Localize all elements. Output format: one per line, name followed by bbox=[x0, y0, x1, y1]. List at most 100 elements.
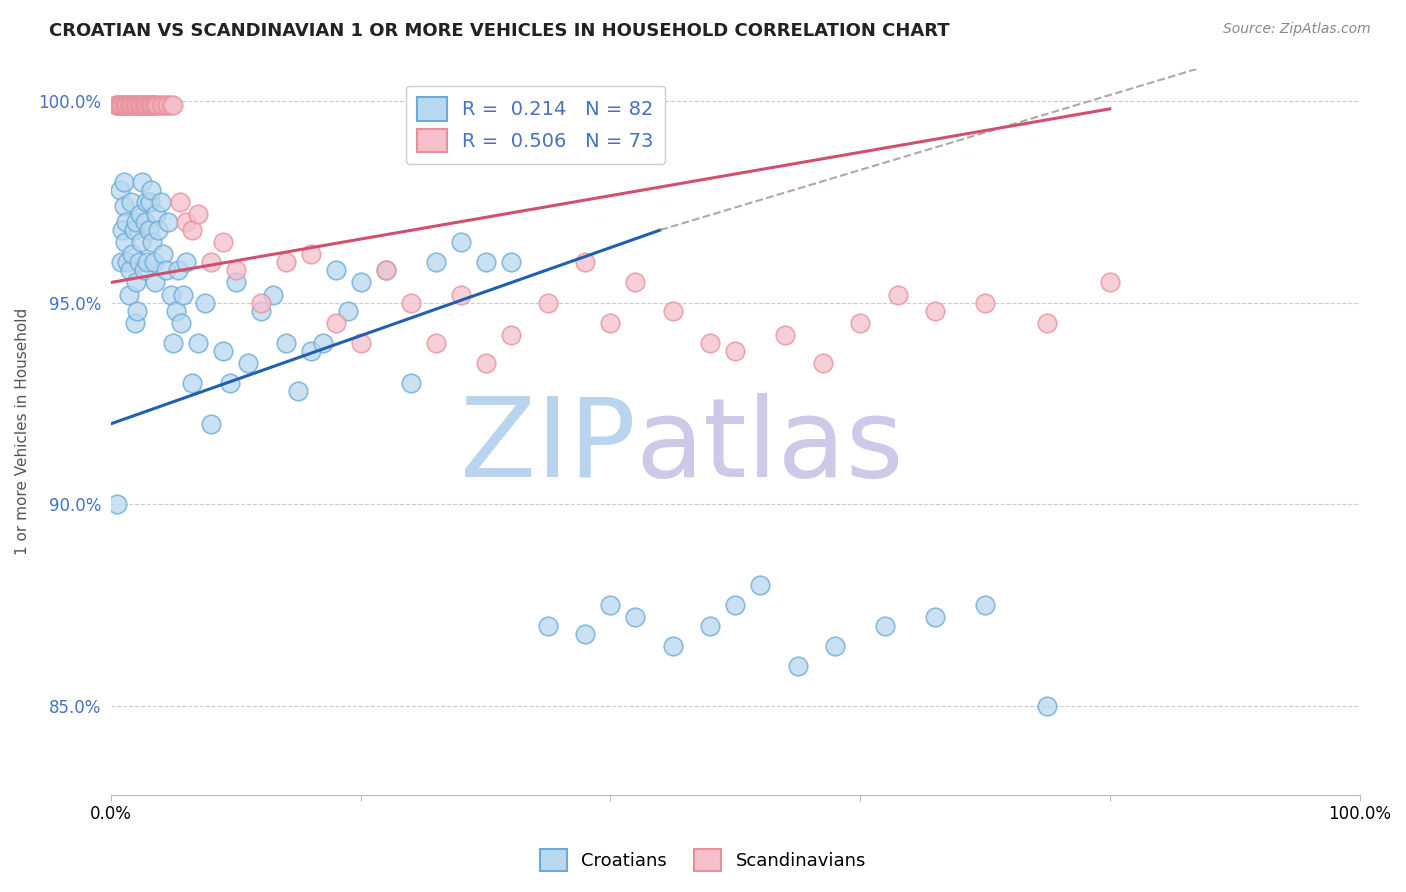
Point bbox=[157, 98, 180, 112]
Point bbox=[139, 98, 162, 112]
Point bbox=[122, 223, 145, 237]
Point bbox=[499, 255, 522, 269]
Point bbox=[749, 578, 772, 592]
Point bbox=[128, 98, 150, 112]
Point bbox=[194, 295, 217, 310]
Point bbox=[699, 336, 721, 351]
Point bbox=[250, 303, 273, 318]
Point bbox=[886, 287, 908, 301]
Point bbox=[110, 255, 132, 269]
Point bbox=[350, 336, 373, 351]
Point bbox=[662, 303, 685, 318]
Point bbox=[574, 626, 596, 640]
Point bbox=[238, 356, 260, 370]
Point bbox=[112, 199, 135, 213]
Point bbox=[117, 98, 139, 112]
Point bbox=[120, 194, 142, 209]
Point bbox=[117, 287, 139, 301]
Point bbox=[262, 287, 284, 301]
Point bbox=[624, 276, 647, 290]
Point bbox=[187, 207, 209, 221]
Point bbox=[125, 276, 148, 290]
Point bbox=[135, 194, 157, 209]
Point bbox=[118, 263, 141, 277]
Point bbox=[145, 207, 167, 221]
Point bbox=[875, 618, 897, 632]
Point bbox=[274, 336, 297, 351]
Point bbox=[312, 336, 335, 351]
Point bbox=[152, 98, 174, 112]
Point bbox=[811, 356, 834, 370]
Point bbox=[924, 303, 946, 318]
Point bbox=[374, 263, 396, 277]
Point bbox=[138, 223, 160, 237]
Point bbox=[112, 98, 135, 112]
Point bbox=[121, 98, 143, 112]
Point bbox=[118, 98, 141, 112]
Point bbox=[134, 215, 156, 229]
Point bbox=[107, 98, 129, 112]
Point bbox=[129, 98, 152, 112]
Point bbox=[150, 194, 173, 209]
Point bbox=[824, 639, 846, 653]
Point bbox=[134, 98, 156, 112]
Point bbox=[624, 610, 647, 624]
Point bbox=[1036, 316, 1059, 330]
Point bbox=[662, 639, 685, 653]
Point bbox=[172, 287, 194, 301]
Text: ZIP: ZIP bbox=[460, 392, 636, 500]
Point bbox=[141, 235, 163, 249]
Point bbox=[399, 376, 422, 391]
Point bbox=[143, 98, 166, 112]
Point bbox=[724, 599, 747, 613]
Point bbox=[142, 255, 165, 269]
Point bbox=[474, 356, 496, 370]
Point bbox=[115, 215, 138, 229]
Point bbox=[537, 295, 560, 310]
Point bbox=[122, 98, 145, 112]
Point bbox=[599, 316, 621, 330]
Point bbox=[599, 599, 621, 613]
Point bbox=[849, 316, 872, 330]
Point bbox=[136, 98, 159, 112]
Point bbox=[131, 98, 153, 112]
Text: CROATIAN VS SCANDINAVIAN 1 OR MORE VEHICLES IN HOUSEHOLD CORRELATION CHART: CROATIAN VS SCANDINAVIAN 1 OR MORE VEHIC… bbox=[49, 22, 950, 40]
Point bbox=[160, 287, 183, 301]
Point bbox=[167, 263, 190, 277]
Point bbox=[125, 215, 148, 229]
Point bbox=[174, 255, 197, 269]
Point bbox=[374, 263, 396, 277]
Point bbox=[160, 98, 183, 112]
Point bbox=[299, 247, 322, 261]
Point bbox=[924, 610, 946, 624]
Point bbox=[139, 194, 162, 209]
Point bbox=[773, 327, 796, 342]
Point bbox=[110, 98, 132, 112]
Point bbox=[152, 247, 174, 261]
Point bbox=[165, 303, 187, 318]
Text: atlas: atlas bbox=[636, 392, 904, 500]
Point bbox=[139, 183, 162, 197]
Point bbox=[124, 98, 146, 112]
Point bbox=[1036, 699, 1059, 714]
Point bbox=[120, 98, 142, 112]
Point bbox=[135, 98, 157, 112]
Point bbox=[425, 336, 447, 351]
Point bbox=[537, 618, 560, 632]
Point bbox=[112, 175, 135, 189]
Point bbox=[114, 98, 136, 112]
Point bbox=[474, 255, 496, 269]
Point bbox=[132, 263, 155, 277]
Point bbox=[287, 384, 309, 399]
Point bbox=[138, 98, 160, 112]
Point bbox=[128, 98, 150, 112]
Point bbox=[142, 98, 165, 112]
Point bbox=[117, 255, 139, 269]
Point bbox=[108, 98, 131, 112]
Point bbox=[1098, 276, 1121, 290]
Point bbox=[181, 223, 204, 237]
Point bbox=[274, 255, 297, 269]
Point bbox=[450, 287, 472, 301]
Point bbox=[399, 295, 422, 310]
Point bbox=[108, 183, 131, 197]
